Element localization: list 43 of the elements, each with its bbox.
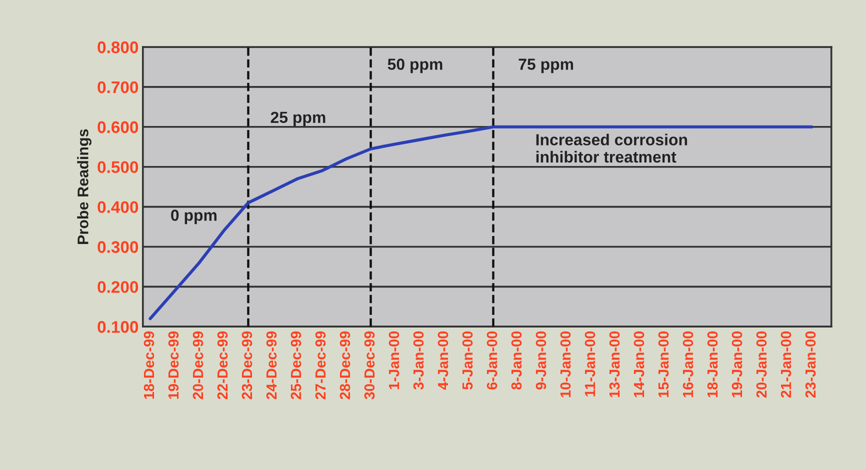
x-tick-label: 18-Jan-00 — [707, 331, 718, 398]
annotation: 75 ppm — [518, 58, 574, 74]
x-tick-label: 15-Jan-00 — [658, 331, 669, 398]
y-tick-label: 0.800 — [98, 41, 138, 54]
x-tick-label: 27-Dec-99 — [315, 331, 326, 400]
x-tick-label: 4-Jan-00 — [438, 331, 448, 390]
x-tick-label: 1-Jan-00 — [388, 331, 400, 390]
x-tick-label: 5-Jan-00 — [462, 331, 473, 390]
line-series — [148, 125, 814, 320]
x-tick-label: 21-Jan-00 — [780, 331, 792, 398]
x-tick-label: 13-Jan-00 — [609, 331, 620, 398]
y-tick-label: 0.500 — [98, 161, 138, 174]
x-tick-label: 23-Jan-00 — [805, 331, 816, 398]
x-tick-label: 18-Dec-99 — [144, 331, 154, 399]
y-tick-label: 0.700 — [98, 81, 138, 94]
y-tick-label: 0.400 — [98, 201, 138, 214]
x-tick-label: 20-Dec-99 — [192, 331, 204, 400]
x-tick-label: 3-Jan-00 — [413, 331, 424, 390]
x-tick-label: 16-Jan-00 — [682, 331, 694, 398]
x-tick-label: 11-Jan-00 — [584, 331, 596, 396]
x-tick-label: 28-Dec-99 — [340, 331, 350, 400]
annotation: 0 ppm — [171, 210, 216, 224]
x-tick-label: 25-Dec-99 — [290, 331, 302, 400]
x-tick-label: 24-Dec-99 — [266, 331, 277, 400]
x-tick-label: 20-Jan-00 — [756, 331, 767, 398]
y-tick-label: 0.300 — [98, 241, 138, 253]
x-tick-label: 14-Jan-00 — [634, 331, 644, 398]
y-tick-label: 0.200 — [98, 281, 138, 293]
x-tick-label: 19-Dec-99 — [168, 331, 179, 399]
x-tick-label: 6-Jan-00 — [486, 331, 498, 390]
annotation: 25 ppm — [270, 112, 326, 126]
x-tick-label: 9-Jan-00 — [536, 331, 546, 390]
y-tick-label: 0.100 — [98, 321, 138, 333]
x-tick-label: 30-Dec-99 — [364, 331, 375, 400]
y-tick-label: 0.600 — [98, 121, 138, 134]
x-tick-label: 23-Dec-99 — [242, 331, 252, 400]
annotation: 50 ppm — [388, 58, 442, 74]
y-axis-title: Probe Readings — [77, 129, 92, 244]
x-tick-label: 22-Dec-99 — [217, 331, 228, 400]
x-tick-label: 19-Jan-00 — [732, 331, 742, 398]
x-tick-label: 10-Jan-00 — [560, 331, 571, 398]
annotation: Increased corrosion inhibitor treatment — [536, 134, 688, 163]
x-tick-label: 8-Jan-00 — [511, 331, 522, 390]
